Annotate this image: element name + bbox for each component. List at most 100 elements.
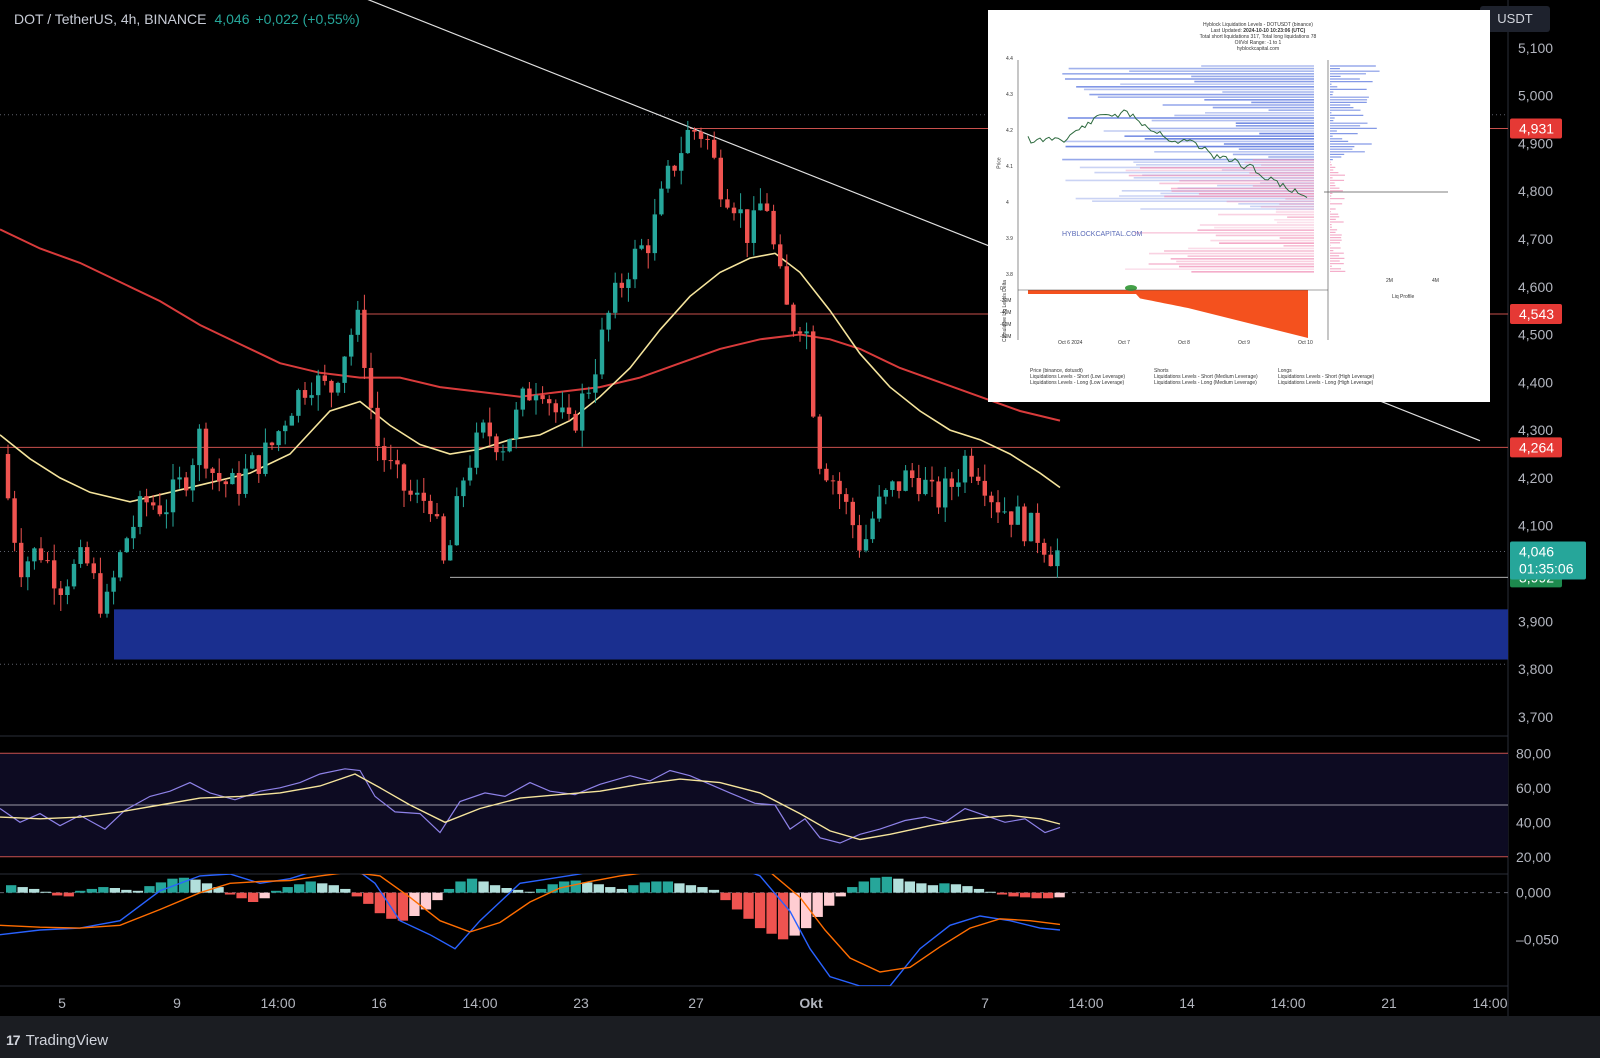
macd-hist-bar	[478, 881, 489, 893]
candle-body	[811, 331, 816, 417]
candle	[817, 414, 822, 475]
currency-button[interactable]: USDT	[1480, 6, 1550, 32]
price-axis-tick: 4,700	[1518, 231, 1553, 247]
macd-hist-bar	[271, 890, 282, 893]
macd-hist-bar	[789, 892, 800, 936]
macd-hist-bar	[962, 886, 973, 893]
candle	[217, 458, 222, 492]
macd-hist-bar	[236, 892, 247, 899]
candle-body	[989, 495, 994, 503]
rsi-axis-tick: 80,00	[1516, 745, 1551, 761]
time-axis-tick: 23	[573, 995, 589, 1011]
candle	[705, 135, 710, 150]
candle	[771, 204, 776, 250]
candle-body	[863, 539, 869, 551]
macd-hist-bar	[386, 892, 397, 919]
candle	[916, 464, 921, 502]
candle-body	[25, 561, 30, 578]
inset-updated-value: 2024-10-10 10:23:06 (UTC)	[1243, 28, 1306, 34]
candle-body	[995, 502, 1001, 513]
time-axis-tick: 16	[371, 995, 387, 1011]
tradingview-logo[interactable]: 17 TradingView	[6, 1032, 108, 1049]
candle	[698, 127, 704, 148]
candle	[52, 544, 57, 605]
candle	[738, 193, 743, 228]
candle-body	[890, 481, 895, 490]
candle	[415, 479, 420, 504]
inset-updated-prefix: Last Updated:	[1210, 28, 1242, 34]
candle	[408, 479, 413, 502]
candle-body	[474, 432, 479, 468]
candle	[896, 481, 902, 499]
candle	[646, 238, 651, 269]
candle-body	[738, 209, 743, 214]
candle-body	[791, 304, 796, 332]
candle-body	[494, 436, 499, 453]
macd-hist-bar	[512, 889, 524, 893]
inset-background	[988, 10, 1490, 402]
candle	[718, 149, 723, 208]
candle-body	[824, 468, 829, 481]
candle	[349, 328, 354, 366]
macd-hist-bar	[939, 883, 950, 893]
candle	[804, 322, 809, 350]
demand-zone	[114, 609, 1508, 660]
candle-body	[580, 393, 585, 431]
candle	[626, 272, 631, 302]
inset-tick: Oct 6 2024	[1058, 340, 1083, 346]
candle	[65, 579, 70, 605]
candle	[223, 479, 228, 498]
candle-body	[421, 492, 426, 501]
candle-body	[467, 467, 473, 481]
candle-body	[269, 442, 275, 446]
price-axis-tick: 3,700	[1518, 709, 1553, 725]
candle	[1028, 512, 1034, 542]
inset-tick: 4.1	[1006, 164, 1013, 170]
inset-tick: Oct 9	[1238, 340, 1250, 346]
candle	[533, 382, 539, 415]
macd-hist-bar	[109, 888, 121, 893]
candle	[1035, 503, 1040, 554]
candle	[5, 444, 11, 501]
candle-body	[316, 375, 321, 396]
candle	[632, 239, 638, 289]
candle	[78, 539, 83, 568]
inset-cumulative-delta	[1028, 290, 1308, 338]
candle-body	[520, 388, 525, 410]
time-axis-tick: 27	[688, 995, 704, 1011]
inset-legend-item: Price (binance, dotusdt)	[1030, 368, 1083, 374]
candle-body	[949, 478, 954, 487]
candle	[995, 490, 1001, 524]
symbol-label[interactable]: DOT / TetherUS, 4h, BINANCE	[14, 11, 207, 27]
candle-body	[626, 279, 631, 288]
candle-body	[639, 245, 644, 249]
candle	[131, 515, 136, 550]
candle	[593, 358, 598, 404]
macd-hist-bar	[489, 885, 501, 893]
inset-tick: 3.8	[1006, 272, 1013, 278]
candle	[751, 196, 756, 256]
candle	[25, 556, 30, 591]
candle	[428, 494, 433, 522]
candle-body	[547, 399, 552, 404]
candle	[613, 272, 618, 319]
candle	[210, 467, 215, 490]
inset-tick: 4	[1006, 200, 1009, 206]
candle-body	[943, 478, 948, 508]
candle	[1048, 546, 1053, 567]
candle-body	[751, 210, 756, 243]
candle-body	[428, 500, 433, 515]
candle-body	[210, 468, 215, 474]
candle-body	[903, 470, 908, 491]
candle	[599, 317, 605, 380]
candle	[824, 463, 829, 483]
candle	[85, 541, 90, 566]
macd-hist-bar	[720, 892, 731, 901]
price-tag	[1510, 118, 1562, 139]
candle	[157, 492, 162, 517]
candle-body	[1022, 506, 1027, 542]
candle-body	[698, 131, 704, 139]
candle-body	[164, 512, 169, 515]
candle-body	[613, 282, 618, 313]
candle-body	[778, 244, 783, 267]
